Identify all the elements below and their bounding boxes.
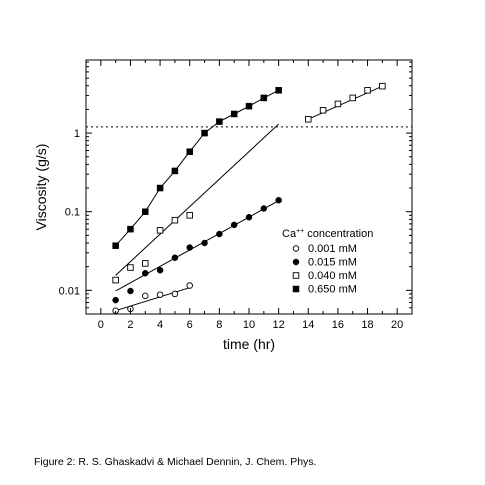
data-point-series-3 [379,82,386,90]
axes-layer: 0 2 4 6 8 10 12 14 16 18 20 0.01 0.1 1 [59,60,412,331]
data-point-series-3 [112,276,119,284]
data-point-series-2 [142,269,149,277]
fit-line-series-3 [115,123,279,276]
x-tick-label: 20 [391,319,403,331]
data-point-series-3 [334,100,342,108]
data-point-series-2 [127,287,134,295]
legend-label-1: 0.001 mM [308,243,357,255]
data-point-series-4 [142,208,149,215]
fit-line-series-4 [115,89,279,247]
data-point-series-1 [186,282,193,289]
legend: Ca++ concentration 0.001 mM 0.015 mM0.040… [282,228,373,296]
x-tick-label: 10 [243,319,255,331]
legend-label-2: 0.015 mM [308,257,357,269]
x-axis-title: time (hr) [223,336,275,352]
x-tick-label: 12 [273,319,285,331]
data-point-series-2 [156,267,164,274]
data-point-series-3 [319,107,327,114]
fit-line-series-3-late [308,85,383,120]
data-point-series-1 [142,292,149,300]
data-point-series-4 [186,148,193,155]
data-point-series-1 [171,290,179,298]
data-point-series-4 [216,118,223,125]
data-point-series-4 [112,242,119,249]
data-point-series-3 [305,115,312,123]
legend-title-superscript: ++ [296,228,304,235]
data-point-series-3 [156,227,164,234]
data-point-series-2 [171,254,179,261]
data-point-series-2 [216,230,223,238]
y-tick-label: 0.01 [59,285,80,297]
data-point-series-2 [275,196,282,204]
data-point-series-4 [156,184,164,192]
x-tick-label: 18 [361,319,373,331]
fit-line-series-2 [115,200,279,292]
data-point-series-3 [127,264,134,271]
x-tick-label: 16 [332,319,344,331]
legend-title-base: Ca [282,228,297,240]
x-tick-label: 8 [216,319,222,331]
x-tick-label: 4 [157,319,163,331]
data-point-series-3 [142,260,149,267]
legend-label-4: 0.650 mM [308,284,357,296]
legend-marker-4 [292,285,300,293]
legend-title-rest: concentration [304,228,373,240]
x-tick-label: 2 [127,319,133,331]
y-tick-label: 1 [74,128,80,140]
data-point-series-2 [260,205,268,212]
data-point-series-2 [112,296,119,304]
legend-marker-1 [292,245,300,252]
x-tick-label: 14 [302,319,314,331]
fit-line-series-1 [115,287,190,312]
data-point-series-2 [186,244,193,251]
data-point-series-2 [230,221,238,229]
data-point-series-1 [156,291,164,298]
data-point-series-4 [171,167,179,175]
data-point-series-4 [201,129,208,137]
data-point-series-4 [127,225,134,233]
legend-title: Ca++ concentration [282,228,373,240]
legend-marker-2 [292,258,300,266]
data-point-series-3 [171,216,179,224]
data-point-series-4 [275,87,282,94]
data-point-series-2 [245,214,253,221]
data-point-series-2 [201,239,208,247]
data-point-series-3 [186,212,193,219]
legend-label-3: 0.040 mM [308,270,357,282]
figure-caption: Figure 2: R. S. Ghaskadvi & Michael Denn… [34,456,317,468]
markers-layer [112,82,386,314]
y-tick-label: 0.1 [65,207,80,219]
data-point-series-4 [260,94,268,102]
x-tick-label: 6 [187,319,193,331]
data-point-series-4 [245,102,253,110]
data-point-series-3 [349,94,356,102]
data-point-series-3 [364,87,371,94]
legend-marker-3 [292,272,300,279]
data-point-series-4 [230,110,238,118]
plot-frame [85,59,413,315]
y-axis-title: Viscosity (g/s) [33,144,49,231]
x-tick-label: 0 [98,319,104,331]
